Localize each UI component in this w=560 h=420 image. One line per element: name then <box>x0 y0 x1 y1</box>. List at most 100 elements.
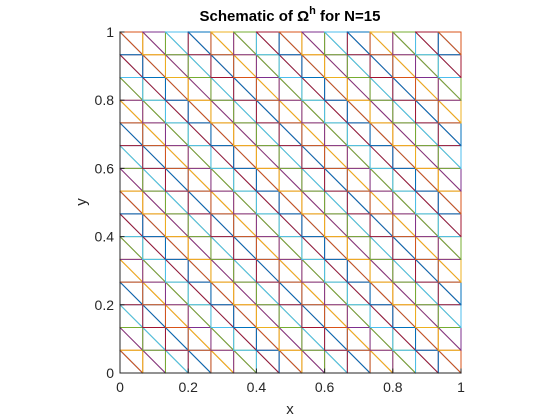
mesh-edge <box>369 281 394 306</box>
x-tick-label: 0.2 <box>178 379 198 395</box>
mesh-edge <box>255 304 280 329</box>
mesh-edge <box>323 190 349 215</box>
mesh-edge <box>414 167 439 192</box>
chart-title: Schematic of Ωh for N=15 <box>200 5 381 25</box>
mesh-edge <box>301 167 326 192</box>
mesh-edge <box>278 167 303 192</box>
mesh-edge <box>414 349 439 374</box>
mesh-edge <box>346 190 371 215</box>
mesh-edge <box>164 122 189 147</box>
mesh-edge <box>414 99 439 124</box>
title-prefix: Schematic of <box>200 8 298 25</box>
mesh-edge <box>255 190 280 215</box>
mesh-edge <box>323 144 349 170</box>
mesh-edge <box>232 190 258 215</box>
mesh-edge <box>437 54 462 79</box>
mesh-edge <box>301 258 326 283</box>
mesh-edge <box>301 213 326 238</box>
mesh-edge <box>232 167 258 192</box>
mesh-edge <box>119 99 144 124</box>
mesh-edge <box>301 122 326 147</box>
y-ticks: 0 0.2 0.4 0.6 0.8 1 <box>95 24 125 381</box>
mesh-edge <box>278 326 303 351</box>
mesh-edge <box>210 326 235 351</box>
mesh-edge <box>437 235 462 261</box>
mesh-edge <box>346 144 371 170</box>
mesh-edge <box>142 190 167 215</box>
mesh-edge <box>164 76 189 101</box>
mesh-edge <box>346 76 371 101</box>
mesh-edge <box>392 76 417 101</box>
mesh-edge <box>142 326 167 351</box>
y-tick-label: 0.2 <box>95 297 115 313</box>
mesh-edge <box>437 304 462 329</box>
mesh-edge <box>232 54 258 79</box>
mesh-edge <box>392 304 417 329</box>
mesh-edge <box>187 304 212 329</box>
mesh-edge <box>301 144 326 170</box>
mesh-edge <box>210 99 235 124</box>
mesh-edge <box>437 213 462 238</box>
mesh-edge <box>142 76 167 101</box>
mesh-edge <box>278 304 303 329</box>
mesh-edge <box>437 31 462 56</box>
mesh-edge <box>278 349 303 374</box>
mesh-edge <box>210 304 235 329</box>
mesh-edge <box>369 349 394 374</box>
mesh-edge <box>255 144 280 170</box>
mesh-edge <box>301 54 326 79</box>
mesh-edge <box>323 54 349 79</box>
mesh-edge <box>119 167 144 192</box>
mesh-edge <box>164 54 189 79</box>
mesh-edge <box>164 349 189 374</box>
mesh-edge <box>210 281 235 306</box>
mesh-edge <box>414 190 439 215</box>
mesh-edge <box>210 76 235 101</box>
mesh-edge <box>369 258 394 283</box>
mesh-edge <box>414 281 439 306</box>
y-tick-label: 1 <box>106 24 114 40</box>
mesh-edge <box>187 235 212 261</box>
mesh-edge <box>323 326 349 351</box>
mesh-edge <box>232 31 258 56</box>
mesh-edge <box>232 258 258 283</box>
mesh-edge <box>369 326 394 351</box>
mesh-edge <box>164 326 189 351</box>
mesh-edge <box>346 167 371 192</box>
mesh-edge <box>255 99 280 124</box>
mesh-edge <box>142 31 167 56</box>
title: Schematic of Ωh for N=15 <box>200 5 381 25</box>
mesh-edge <box>119 144 144 170</box>
mesh-edge <box>414 326 439 351</box>
mesh-edge <box>255 76 280 101</box>
mesh-edge <box>278 99 303 124</box>
mesh-edge <box>187 167 212 192</box>
mesh-edge <box>210 54 235 79</box>
mesh-edge <box>278 144 303 170</box>
mesh-edge <box>369 190 394 215</box>
mesh-edge <box>346 122 371 147</box>
mesh-edge <box>232 349 258 374</box>
y-tick-label: 0 <box>106 365 114 381</box>
mesh-edge <box>142 349 167 374</box>
mesh-edge <box>210 167 235 192</box>
x-tick-label: 0 <box>116 379 124 395</box>
mesh-edge <box>142 144 167 170</box>
mesh-edge <box>392 190 417 215</box>
mesh-edge <box>232 144 258 170</box>
title-suffix: for N=15 <box>316 8 381 25</box>
mesh-edge <box>323 304 349 329</box>
y-axis-label: y <box>73 198 90 206</box>
mesh-edge <box>210 349 235 374</box>
mesh-edge <box>323 99 349 124</box>
mesh-edge <box>210 213 235 238</box>
mesh-edge <box>414 144 439 170</box>
mesh-edge <box>278 235 303 261</box>
mesh-edge <box>323 235 349 261</box>
mesh-edges <box>119 31 462 374</box>
mesh-edge <box>346 326 371 351</box>
mesh-edge <box>210 235 235 261</box>
mesh-edge <box>301 349 326 374</box>
mesh-edge <box>346 213 371 238</box>
mesh-edge <box>232 99 258 124</box>
